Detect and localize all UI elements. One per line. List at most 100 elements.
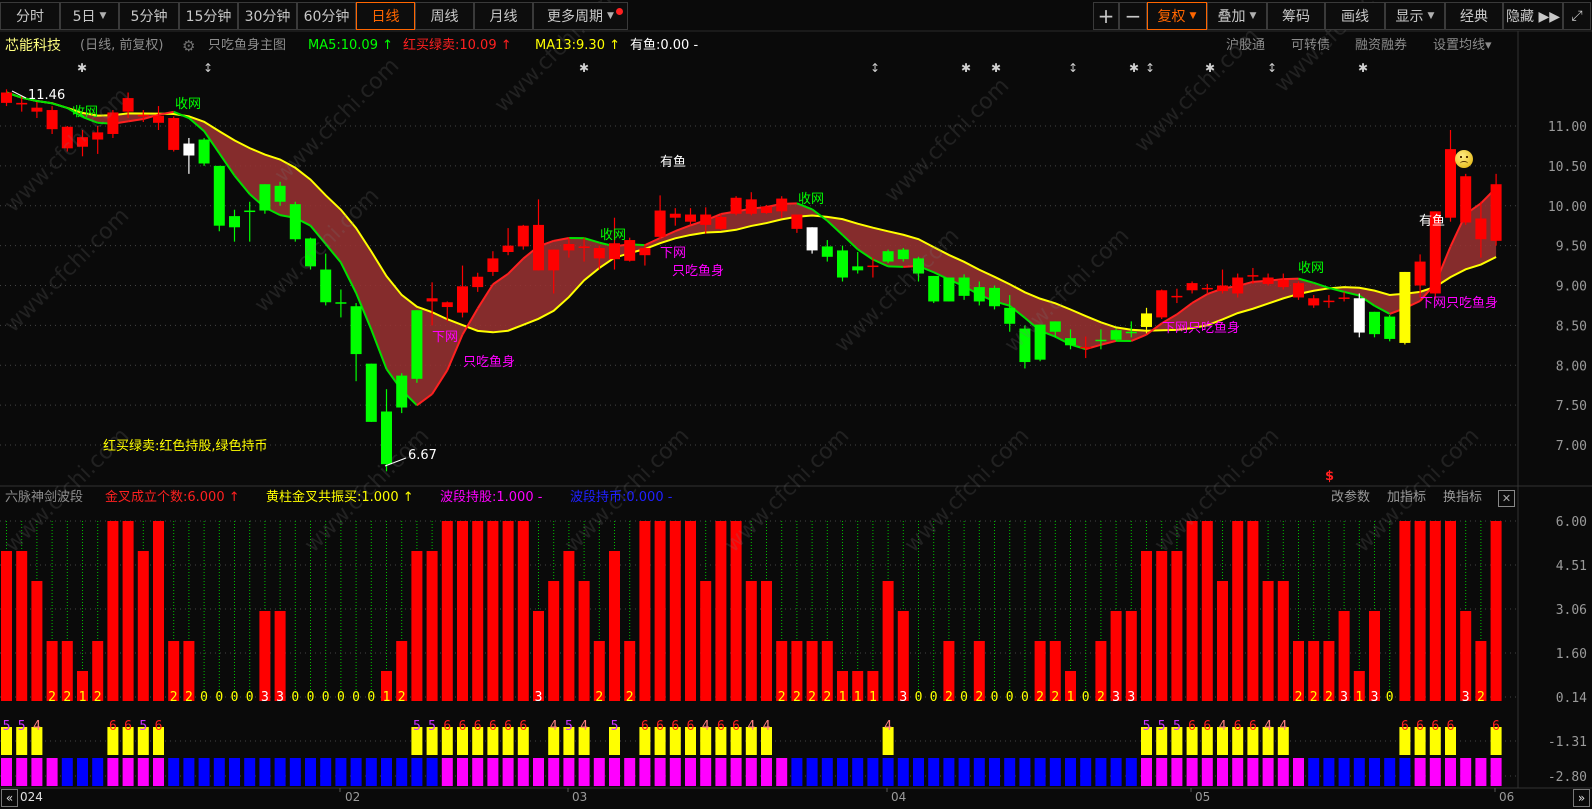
star-marker-icon[interactable]: ✱	[77, 61, 88, 75]
edit-params-button[interactable]: 改参数	[1331, 490, 1371, 505]
jincha-bar	[274, 611, 286, 701]
link-margin-trading[interactable]: 融资融券	[1355, 38, 1408, 53]
jincha-bar	[867, 671, 879, 701]
tab-5day[interactable]: 5日 ▼	[60, 2, 119, 30]
jincha-bar	[502, 521, 514, 701]
hold-stock-bar	[46, 758, 58, 786]
tab-monthly[interactable]: 月线	[474, 2, 533, 30]
add-indicator-button[interactable]: 加指标	[1387, 490, 1427, 505]
overlay-dropdown[interactable]: 叠加 ▼	[1207, 2, 1267, 30]
candle	[1065, 329, 1076, 350]
hold-cash-bar	[92, 758, 104, 786]
draw-line-button[interactable]: 画线	[1325, 2, 1385, 30]
star-marker-icon[interactable]: ✱	[961, 61, 972, 75]
hold-cash-bar	[791, 758, 803, 786]
star-marker-icon[interactable]: ✱	[1205, 61, 1216, 75]
resonance-count-label: 5	[611, 719, 619, 734]
classic-button[interactable]: 经典	[1445, 2, 1503, 30]
ma5-segment	[340, 262, 357, 294]
tab-weekly[interactable]: 周线	[415, 2, 474, 30]
ma5-segment	[1176, 302, 1193, 316]
resonance-count-label: 4	[550, 719, 558, 734]
hold-stock-bar	[1414, 758, 1426, 786]
tab-15min[interactable]: 15分钟	[179, 2, 238, 30]
tab-30min[interactable]: 30分钟	[238, 2, 297, 30]
gear-icon[interactable]: ⚙	[182, 37, 196, 55]
star-marker-icon[interactable]: ✱	[579, 61, 590, 75]
candle	[1080, 336, 1092, 359]
tab-fenshi[interactable]: 分时	[0, 2, 60, 30]
tab-60min[interactable]: 60分钟	[297, 2, 356, 30]
indicator-column: 1	[1353, 521, 1365, 786]
resonance-count-label: 6	[109, 719, 117, 734]
hold-cash-bar	[837, 758, 848, 786]
chigu-value: 波段持股:1.000 -	[440, 490, 543, 505]
hold-stock-bar	[1262, 758, 1274, 786]
candle-body	[1004, 307, 1016, 324]
candle	[533, 199, 544, 271]
tab-more-periods[interactable]: 更多周期 ▼	[533, 2, 628, 30]
indicator-tick-label: 3.06	[1556, 603, 1587, 618]
fullscreen-button[interactable]: ⤢	[1563, 2, 1591, 30]
candle	[700, 207, 712, 234]
candle	[1369, 311, 1380, 338]
ma5-segment	[173, 110, 190, 119]
ma5-segment	[51, 102, 68, 109]
close-indicator-button[interactable]: ✕	[1498, 490, 1515, 507]
indicator-column: 1	[381, 521, 392, 786]
scroll-right-button[interactable]: »	[1573, 789, 1590, 807]
updown-marker-icon[interactable]: ↕	[1145, 61, 1156, 75]
hold-stock-bar	[593, 758, 605, 786]
candle	[1338, 291, 1350, 302]
hongmai-value: 红买绿卖:10.09 ↑	[403, 38, 512, 53]
jincha-value: 金叉成立个数:6.000 ↑	[105, 490, 240, 505]
resonance-buy-bar	[1277, 727, 1289, 755]
indicator-name[interactable]: 只吃鱼身主图	[208, 38, 287, 53]
jincha-count-label: 2	[1477, 690, 1485, 705]
resonance-count-label: 6	[489, 719, 497, 734]
ma5-segment	[127, 117, 144, 123]
switch-indicator-button[interactable]: 换指标	[1443, 490, 1483, 505]
jincha-count-label: 0	[960, 690, 968, 705]
tab-5min[interactable]: 5分钟	[119, 2, 179, 30]
candle-body	[305, 238, 316, 267]
indicator-column: 6	[457, 521, 468, 786]
candle-body	[1156, 290, 1168, 318]
ma13-value: MA13:9.30 ↑	[535, 38, 621, 53]
star-marker-icon[interactable]: ✱	[1129, 61, 1140, 75]
chips-button[interactable]: 筹码	[1267, 2, 1325, 30]
candle-body	[1445, 149, 1456, 218]
star-marker-icon[interactable]: ✱	[1358, 61, 1369, 75]
hide-button[interactable]: 隐藏 ▶▶	[1503, 2, 1563, 30]
tab-daily[interactable]: 日线	[356, 2, 415, 30]
hold-stock-bar	[1247, 758, 1259, 786]
candle	[1232, 273, 1244, 298]
link-convertible-bond[interactable]: 可转债	[1291, 38, 1331, 53]
updown-marker-icon[interactable]: ↕	[1068, 61, 1079, 75]
set-ma-dropdown[interactable]: 设置均线▾	[1433, 38, 1492, 53]
updown-marker-icon[interactable]: ↕	[1267, 61, 1278, 75]
zoom-out-button[interactable]: −	[1119, 2, 1147, 30]
star-marker-icon[interactable]: ✱	[991, 61, 1002, 75]
jincha-count-label: 0	[291, 690, 299, 705]
youyu-label: 有鱼	[660, 155, 687, 170]
jincha-bar	[1217, 581, 1228, 701]
scroll-left-button[interactable]: «	[1, 789, 18, 807]
ma5-segment	[507, 257, 525, 275]
updown-marker-icon[interactable]: ↕	[870, 61, 881, 75]
adjust-dropdown[interactable]: 复权 ▼	[1147, 2, 1207, 30]
dollar-marker-icon[interactable]: $	[1325, 469, 1335, 484]
link-hugutong[interactable]: 沪股通	[1226, 38, 1266, 53]
candle-body	[61, 126, 73, 149]
indicator-column: 3	[1460, 521, 1472, 786]
jincha-count-label: 2	[1310, 690, 1318, 705]
indicator-column: 6	[1490, 521, 1502, 786]
display-dropdown[interactable]: 显示 ▼	[1385, 2, 1445, 30]
resonance-buy-bar	[1490, 727, 1502, 755]
candle-body	[244, 210, 256, 213]
zoom-in-button[interactable]: +	[1093, 2, 1119, 30]
updown-marker-icon[interactable]: ↕	[203, 61, 214, 75]
resonance-count-label: 6	[1203, 719, 1211, 734]
indicator-column: 2	[396, 521, 408, 786]
